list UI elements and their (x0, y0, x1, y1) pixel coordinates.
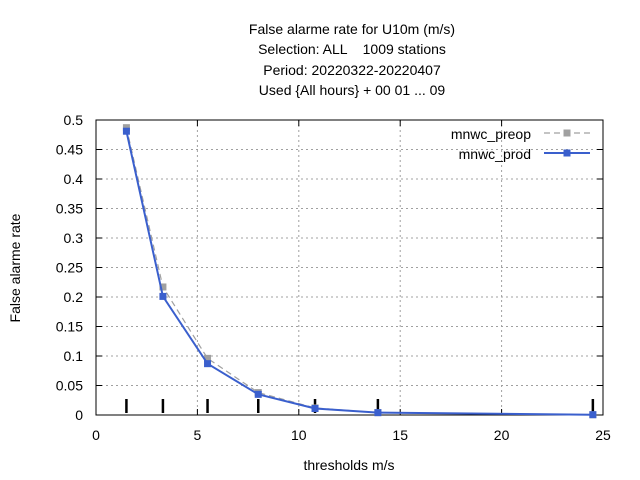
series-mnwc-prod (122, 127, 597, 419)
x-tick-label: 25 (595, 427, 611, 443)
y-tick-label: 0.3 (64, 230, 84, 246)
y-tick-label: 0.15 (56, 319, 83, 335)
legend-label-mnwc-prod: mnwc_prod (459, 146, 531, 162)
title-line-4: Used {All hours} + 00 01 ... 09 (259, 82, 446, 98)
x-tick-label: 10 (291, 427, 307, 443)
x-tick-label: 5 (194, 427, 202, 443)
y-tick-label: 0.35 (56, 201, 83, 217)
data-series (122, 124, 597, 419)
title-line-3: Period: 20220322-20220407 (263, 62, 441, 78)
series-line-mnwc-preop (125, 127, 593, 416)
data-point-mnwc-prod (589, 411, 597, 419)
data-point-mnwc-prod (159, 292, 167, 300)
y-tick-label: 0.1 (64, 348, 84, 364)
y-tick-label: 0 (75, 407, 83, 423)
y-tick-label: 0.4 (64, 171, 84, 187)
x-axis-label: thresholds m/s (303, 457, 394, 473)
legend-marker-mnwc-prod (563, 149, 571, 157)
y-tick-label: 0.05 (56, 378, 83, 394)
legend-marker-mnwc-preop (563, 129, 571, 137)
legend-label-mnwc-preop: mnwc_preop (451, 126, 531, 142)
y-axis-tick-labels: 0 0.05 0.1 0.15 0.2 0.25 0.3 0.35 0.4 0.45 0.5 (56, 112, 83, 423)
title-line-2: Selection: ALL 1009 stations (258, 41, 446, 57)
x-tick-label: 0 (92, 427, 100, 443)
axis-ticks (95, 119, 604, 416)
data-point-mnwc-prod (254, 390, 262, 398)
data-point-mnwc-preop (159, 283, 167, 291)
x-tick-label: 15 (392, 427, 408, 443)
y-tick-label: 0.5 (64, 112, 84, 128)
grid-lines (96, 120, 603, 415)
x-tick-label: 20 (494, 427, 510, 443)
data-point-mnwc-prod (122, 127, 130, 135)
title-line-1: False alarme rate for U10m (m/s) (249, 21, 455, 37)
y-tick-label: 0.25 (56, 260, 83, 276)
data-point-mnwc-prod (311, 405, 319, 413)
data-point-mnwc-preop (204, 354, 212, 362)
series-mnwc-preop (122, 124, 597, 419)
chart-title: False alarme rate for U10m (m/s) Selecti… (249, 21, 455, 98)
data-point-mnwc-preop (122, 124, 130, 132)
series-line-mnwc-prod (125, 130, 593, 416)
legend: mnwc_preop mnwc_prod (451, 126, 590, 162)
y-tick-label: 0.45 (56, 142, 83, 158)
data-point-mnwc-prod (374, 409, 382, 417)
data-point-mnwc-prod (204, 360, 212, 368)
legend-swatches (544, 129, 590, 157)
y-axis-label: False alarme rate (7, 213, 23, 322)
y-tick-label: 0.2 (64, 289, 84, 305)
x-axis-tick-labels: 0 5 10 15 20 25 (92, 427, 611, 443)
